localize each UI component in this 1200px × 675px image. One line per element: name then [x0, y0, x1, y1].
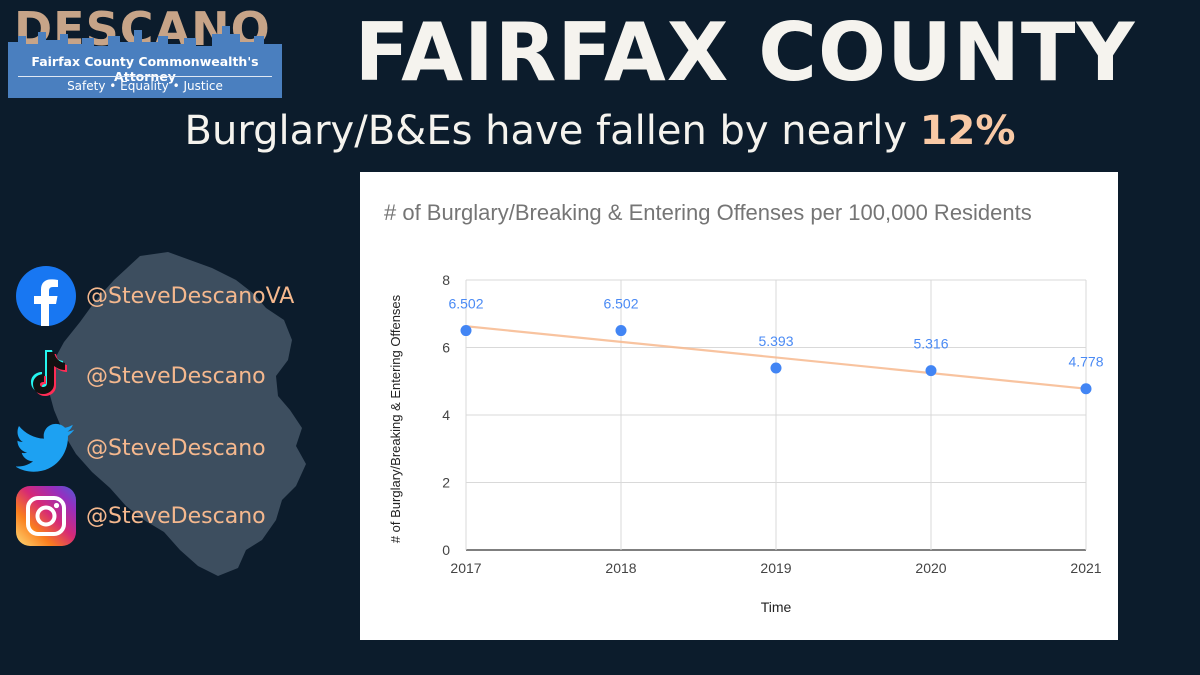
data-point	[460, 325, 472, 337]
y-tick-label: 0	[442, 542, 450, 558]
y-tick-label: 8	[442, 272, 450, 288]
data-point	[925, 365, 937, 377]
twitter-handle: @SteveDescano	[86, 436, 266, 461]
county-map-silhouette	[48, 252, 306, 576]
x-tick-label: 2021	[1070, 560, 1101, 576]
y-axis-title: # of Burglary/Breaking & Entering Offens…	[388, 294, 403, 543]
subtitle-text: Burglary/B&Es have fallen by nearly	[184, 108, 920, 154]
x-tick-label: 2020	[915, 560, 946, 576]
data-point	[1080, 383, 1092, 395]
x-tick-label: 2017	[450, 560, 481, 576]
facebook-handle: @SteveDescanoVA	[86, 284, 295, 309]
social-item-tiktok[interactable]: @SteveDescano	[16, 346, 346, 408]
facebook-icon	[16, 266, 76, 326]
tiktok-icon	[31, 350, 67, 396]
trendline-layer	[465, 325, 1087, 390]
social-item-facebook[interactable]: @SteveDescanoVA	[16, 266, 346, 328]
line-chart: 0 2 4 6 8 2017 2018 2019 2020 2021 6.502 6.502 5.393…	[388, 272, 1104, 615]
data-point	[770, 362, 782, 374]
twitter-icon	[16, 423, 75, 472]
logo-tagline: Safety • Equality • Justice	[67, 79, 223, 93]
data-label: 6.502	[603, 296, 638, 312]
grid-layer	[465, 279, 1087, 551]
logo-subtitle: Fairfax County Commonwealth's Attorney	[31, 54, 259, 84]
x-tick-label: 2018	[605, 560, 636, 576]
data-label: 5.316	[913, 336, 948, 352]
labels-layer: 0 2 4 6 8 2017 2018 2019 2020 2021 6.502 6.502 5.393…	[388, 272, 1104, 615]
descano-logo: DESCANO Fairfax County Commonwealth's At…	[8, 2, 282, 98]
y-tick-label: 6	[442, 340, 450, 356]
chart-panel: # of Burglary/Breaking & Entering Offens…	[360, 172, 1118, 640]
y-tick-label: 4	[442, 407, 450, 423]
trendline	[465, 325, 1087, 390]
instagram-handle: @SteveDescano	[86, 504, 266, 529]
y-tick-label: 2	[442, 475, 450, 491]
skyline-graphic	[8, 26, 282, 52]
subtitle-highlight: 12%	[919, 108, 1016, 154]
logo-divider	[18, 76, 272, 77]
social-item-twitter[interactable]: @SteveDescano	[16, 418, 346, 480]
data-label: 6.502	[448, 296, 483, 312]
data-point	[615, 325, 627, 337]
data-label: 5.393	[758, 333, 793, 349]
chart-title: # of Burglary/Breaking & Entering Offens…	[384, 200, 1032, 225]
data-points-layer	[460, 325, 1092, 395]
data-label: 4.778	[1068, 354, 1103, 370]
page-title: FAIRFAX COUNTY	[354, 6, 1136, 99]
instagram-icon	[16, 486, 76, 546]
social-item-instagram[interactable]: @SteveDescano	[16, 486, 346, 548]
page-subtitle: Burglary/B&Es have fallen by nearly 12%	[150, 108, 1050, 154]
x-axis-title: Time	[761, 599, 792, 615]
logo-banner: Fairfax County Commonwealth's Attorney S…	[8, 50, 282, 98]
tiktok-handle: @SteveDescano	[86, 364, 266, 389]
x-tick-label: 2019	[760, 560, 791, 576]
